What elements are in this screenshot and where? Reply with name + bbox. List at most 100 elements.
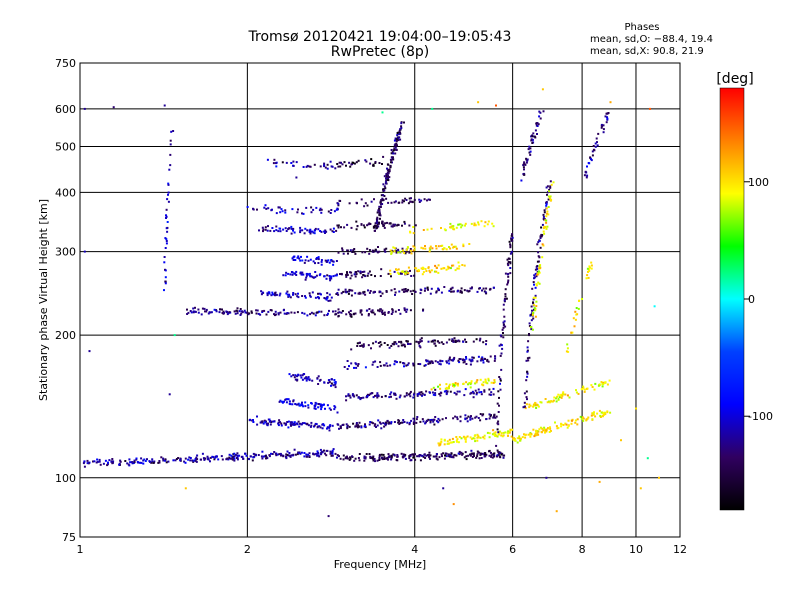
data-point: [475, 456, 478, 459]
data-point: [337, 293, 340, 296]
data-point: [422, 455, 425, 458]
data-point: [348, 394, 351, 397]
data-point: [507, 281, 509, 284]
data-point: [431, 418, 433, 421]
data-point: [328, 425, 331, 428]
data-point: [535, 300, 538, 303]
data-point: [93, 460, 96, 463]
data-point: [349, 396, 352, 399]
data-point: [286, 290, 289, 293]
data-point: [574, 419, 577, 422]
data-point: [369, 455, 372, 458]
data-point: [488, 449, 491, 452]
data-point: [303, 422, 306, 425]
data-point: [203, 457, 206, 460]
data-point: [448, 385, 450, 388]
data-point: [495, 444, 498, 447]
data-point: [546, 210, 549, 213]
data-point: [548, 431, 551, 433]
data-point: [252, 456, 255, 459]
data-point: [277, 206, 280, 209]
data-point: [465, 357, 468, 360]
data-point: [163, 289, 165, 292]
data-point: [295, 403, 298, 406]
data-point: [378, 221, 380, 224]
data-point: [301, 271, 304, 274]
data-point: [649, 107, 651, 110]
data-point: [524, 434, 527, 436]
data-point: [451, 264, 453, 267]
data-point: [382, 453, 385, 456]
data-point: [591, 150, 594, 153]
data-point: [189, 457, 192, 459]
data-point: [417, 393, 419, 396]
data-point: [421, 394, 423, 397]
data-point: [236, 312, 239, 315]
data-point: [590, 261, 593, 264]
data-point: [524, 436, 527, 439]
data-point: [534, 296, 537, 299]
data-point: [452, 455, 455, 458]
data-point: [368, 453, 371, 455]
data-point: [271, 291, 274, 294]
data-point: [314, 404, 317, 407]
data-point: [241, 455, 244, 458]
data-point: [477, 436, 480, 439]
data-point: [477, 355, 480, 358]
data-point: [549, 195, 552, 198]
data-point: [293, 421, 296, 424]
data-point: [334, 383, 337, 386]
data-point: [457, 441, 460, 444]
data-point: [292, 164, 295, 167]
data-point: [443, 457, 446, 460]
data-point: [390, 159, 393, 161]
data-point: [228, 453, 231, 456]
data-point: [434, 339, 436, 342]
data-point: [326, 274, 329, 277]
data-point: [410, 275, 413, 277]
data-point: [387, 311, 390, 314]
data-point: [438, 419, 441, 422]
data-point: [525, 379, 528, 382]
data-point: [112, 106, 115, 109]
data-point: [165, 240, 168, 242]
data-point: [506, 283, 509, 286]
data-point: [346, 455, 348, 458]
data-point: [536, 430, 539, 433]
data-point: [404, 197, 407, 200]
data-point: [295, 270, 298, 273]
data-point: [342, 290, 345, 293]
data-point: [397, 421, 400, 424]
data-point: [110, 460, 113, 463]
data-point: [301, 422, 304, 425]
data-point: [349, 271, 351, 274]
data-point: [350, 274, 353, 277]
data-point: [452, 264, 455, 267]
data-point: [434, 344, 437, 347]
data-point: [244, 311, 247, 314]
data-point: [428, 247, 431, 250]
data-point: [363, 459, 366, 462]
data-point: [327, 312, 329, 315]
data-point: [327, 299, 330, 302]
gridlines: [80, 63, 680, 537]
data-point: [462, 243, 465, 246]
data-point: [157, 461, 160, 464]
data-point: [192, 307, 195, 310]
data-point: [462, 382, 465, 385]
data-point: [609, 101, 612, 104]
data-point: [271, 453, 274, 455]
data-point: [421, 268, 424, 270]
data-point: [317, 454, 320, 457]
data-point: [457, 359, 460, 362]
data-point: [323, 449, 325, 452]
data-point: [402, 362, 405, 364]
data-point: [166, 230, 169, 233]
data-point: [359, 270, 362, 273]
data-point: [589, 156, 592, 159]
data-point: [285, 453, 288, 456]
data-point: [324, 229, 327, 232]
data-point: [418, 344, 421, 347]
data-point: [360, 426, 363, 429]
data-point: [430, 269, 433, 272]
